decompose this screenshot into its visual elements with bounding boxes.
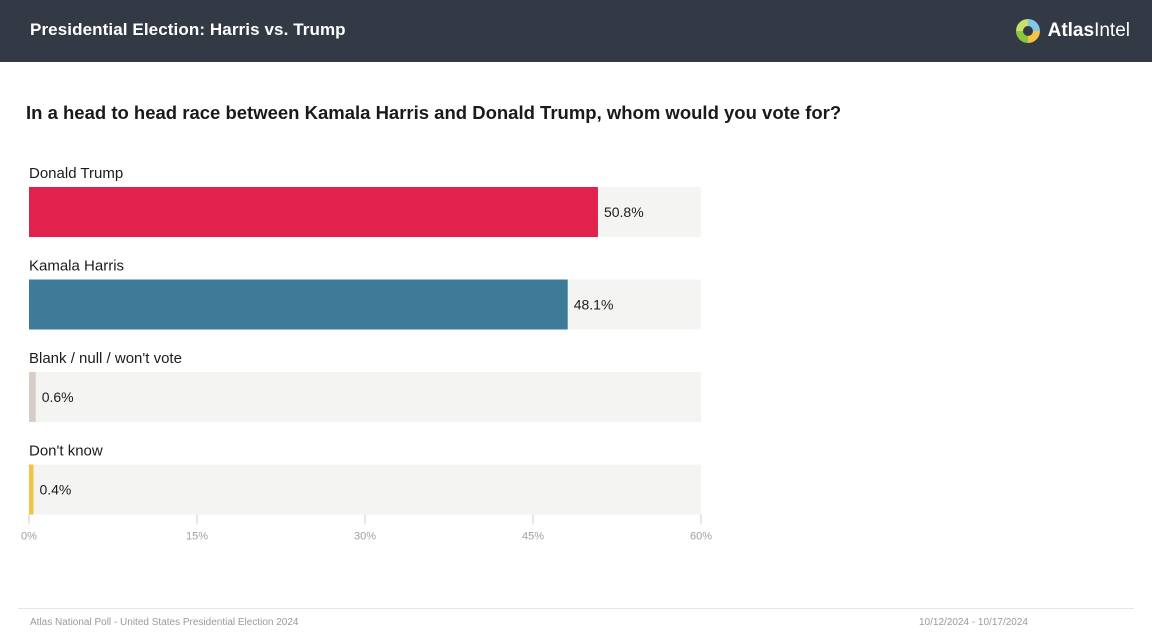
category-label: Blank / null / won't vote [29, 350, 182, 367]
bar [29, 464, 34, 515]
footer-dates: 10/12/2024 - 10/17/2024 [919, 617, 1028, 628]
bar [29, 187, 598, 237]
x-tick-label: 60% [690, 531, 712, 543]
header-bar: Presidential Election: Harris vs. Trump … [0, 0, 1152, 62]
value-label: 0.4% [39, 482, 71, 498]
bar-track [29, 464, 701, 515]
brand-name-bold: Atlas [1047, 20, 1095, 41]
bar [29, 372, 36, 422]
x-tick-label: 30% [354, 531, 376, 543]
category-label: Kamala Harris [29, 258, 124, 275]
value-label: 48.1% [574, 297, 614, 313]
brand-name: AtlasIntel [1048, 20, 1130, 42]
value-label: 0.6% [42, 389, 74, 405]
bar-chart: Donald Trump 50.8% Kamala Harris 48.1% Blank… [21, 165, 712, 543]
category-label: Don't know [29, 443, 103, 460]
category-label: Donald Trump [29, 165, 123, 182]
footer-source: Atlas National Poll - United States Pres… [30, 617, 299, 628]
atlasintel-logo-icon [1015, 19, 1040, 43]
question-text: In a head to head race between Kamala Ha… [26, 102, 842, 123]
brand-name-light: Intel [1094, 20, 1130, 41]
x-tick-label: 0% [21, 531, 37, 543]
footer-divider [18, 608, 1134, 609]
value-label: 50.8% [604, 204, 644, 220]
x-tick-label: 45% [522, 531, 544, 543]
x-tick-label: 15% [186, 531, 208, 543]
brand: AtlasIntel [1014, 16, 1130, 46]
page-title: Presidential Election: Harris vs. Trump [30, 20, 346, 39]
bar [29, 279, 568, 330]
bar-track [29, 372, 701, 422]
